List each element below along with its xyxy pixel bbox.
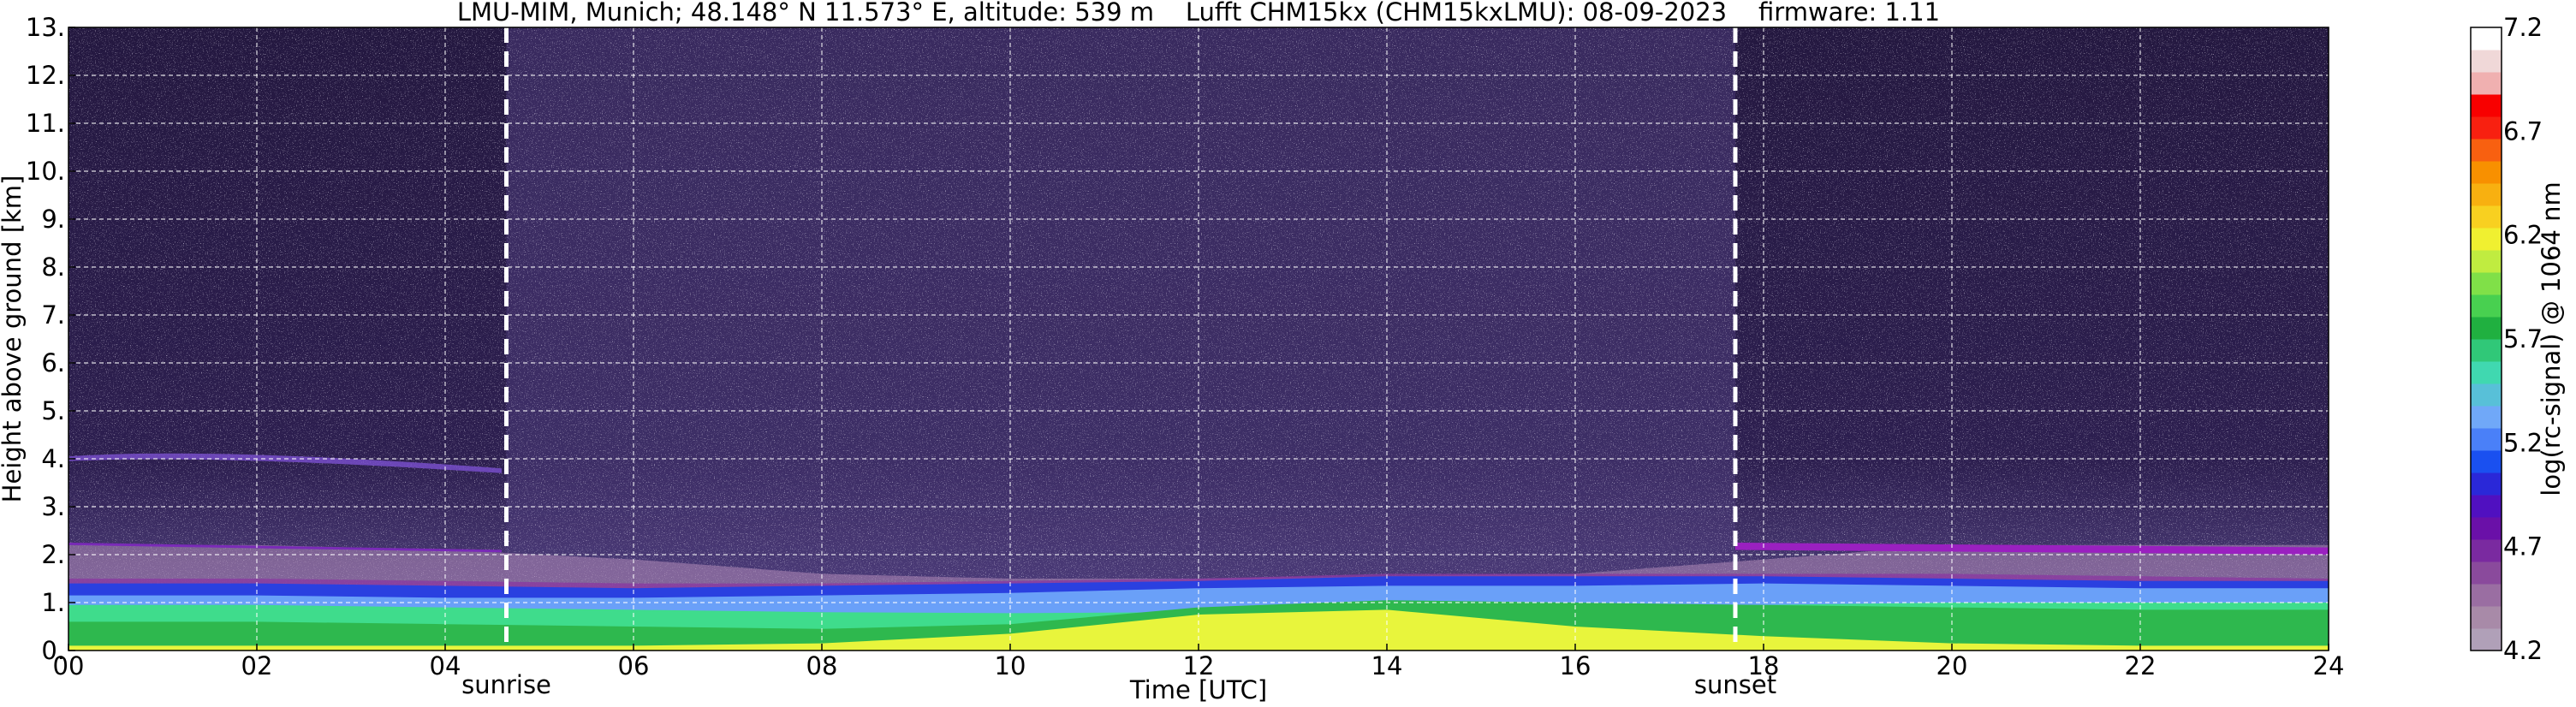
colorbar-segment: [2471, 317, 2502, 340]
colorbar-segment: [2471, 72, 2502, 95]
colorbar-segment: [2471, 27, 2502, 50]
colorbar-segment: [2471, 561, 2502, 585]
colorbar-segment: [2471, 628, 2502, 651]
y-tick-label: 1.: [41, 588, 65, 617]
y-tick-label: 7.: [41, 300, 65, 330]
colorbar-segment: [2471, 584, 2502, 607]
colorbar-tick-label: 4.2: [2503, 636, 2543, 665]
colorbar-tick-label: 6.7: [2503, 116, 2543, 146]
colorbar-segment: [2471, 183, 2502, 206]
colorbar-segment: [2471, 406, 2502, 429]
colorbar-segment: [2471, 383, 2502, 407]
colorbar-tick-label: 5.7: [2503, 324, 2543, 354]
colorbar-segment: [2471, 139, 2502, 162]
x-tick-label: 06: [618, 651, 650, 680]
colorbar-segment: [2471, 539, 2502, 562]
y-axis-ticks: 0. 1. 2. 3. 4. 5. 6. 7. 8. 9. 10. 11. 12. 13.: [26, 13, 75, 665]
colorbar-segment: [2471, 472, 2502, 496]
x-tick-label: 14: [1371, 651, 1403, 680]
y-tick-label: 2.: [41, 540, 65, 569]
x-tick-label: 08: [806, 651, 838, 680]
x-tick-label: 22: [2125, 651, 2157, 680]
colorbar-segment: [2471, 272, 2502, 295]
colorbar-segment: [2471, 228, 2502, 251]
y-axis-label: Height above ground [km]: [0, 175, 27, 503]
colorbar-segment: [2471, 94, 2502, 117]
y-tick-label: 8.: [41, 253, 65, 282]
colorbar-segment: [2471, 339, 2502, 362]
colorbar-segment: [2471, 495, 2502, 518]
y-tick-label: 9.: [41, 205, 65, 234]
event-label-sunrise: sunrise: [461, 670, 551, 699]
colorbar-ticks: 4.2 4.7 5.2 5.7 6.2 6.7 7.2: [2503, 13, 2543, 665]
x-tick-label: 00: [53, 651, 85, 680]
event-lines: [504, 27, 1738, 651]
x-tick-label: 18: [1748, 651, 1780, 680]
x-tick-label: 16: [1560, 651, 1591, 680]
grid-lines: [68, 27, 2329, 651]
colorbar-segment: [2471, 517, 2502, 540]
y-tick-label: 3.: [41, 492, 65, 521]
elevated-layer-morning: [68, 543, 502, 553]
chart-title: LMU-MIM, Munich; 48.148° N 11.573° E, al…: [457, 0, 1940, 27]
y-tick-label: 6.: [41, 348, 65, 377]
x-tick-label: 24: [2313, 651, 2345, 680]
colorbar-tick-label: 4.7: [2503, 532, 2543, 561]
colorbar-frame: [2470, 27, 2502, 651]
plot-area: [68, 27, 2329, 651]
y-tick-label: 13.: [26, 13, 65, 42]
x-tick-label: 12: [1183, 651, 1215, 680]
x-tick-label: 02: [241, 651, 273, 680]
y-tick-label: 4.: [41, 444, 65, 473]
y-tick-label: 10.: [26, 157, 65, 186]
x-axis-ticks: 00 02 04 06 08 10 12 14 16 18 20 22 24: [53, 644, 2345, 680]
colorbar-segment: [2471, 116, 2502, 140]
x-axis-label: Time [UTC]: [1129, 675, 1267, 704]
event-labels: sunrise sunset: [461, 670, 1776, 699]
colorbar-label: log(rc-signal) @ 1064 nm: [2537, 181, 2566, 496]
colorbar-segment: [2471, 606, 2502, 629]
colorbar-segment: [2471, 361, 2502, 384]
event-label-sunset: sunset: [1694, 670, 1776, 699]
colorbar-tick-label: 6.2: [2503, 221, 2543, 250]
y-tick-label: 12.: [26, 61, 65, 90]
x-tick-label: 10: [995, 651, 1026, 680]
colorbar-tick-label: 5.2: [2503, 428, 2543, 457]
y-tick-label: 11.: [26, 109, 65, 138]
colorbar-segment: [2471, 250, 2502, 273]
elevated-layer-evening: [1735, 543, 2329, 555]
colorbar-segment: [2471, 450, 2502, 473]
y-tick-label: 0.: [41, 636, 65, 665]
x-tick-label: 20: [1936, 651, 1968, 680]
x-tick-label: 04: [430, 651, 461, 680]
colorbar-tick-label: 7.2: [2503, 13, 2543, 42]
colorbar-segment: [2471, 294, 2502, 318]
y-tick-label: 5.: [41, 396, 65, 425]
colorbar-segment: [2471, 161, 2502, 184]
colorbar-segment: [2471, 428, 2502, 451]
colorbar-segment: [2471, 50, 2502, 73]
colorbar: [2471, 27, 2502, 651]
colorbar-segment: [2471, 205, 2502, 229]
